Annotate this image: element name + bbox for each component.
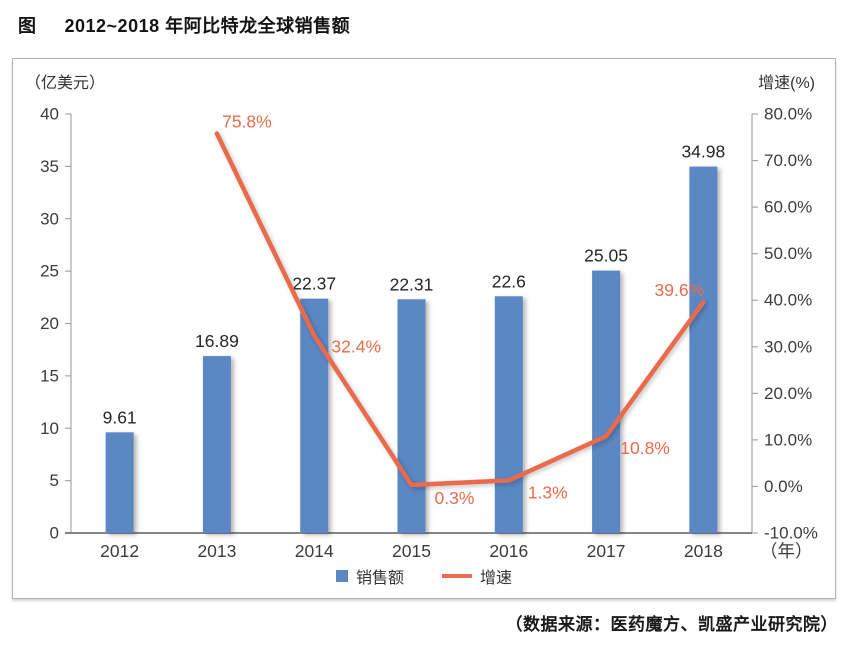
chart-panel: （亿美元） 增速(%) 0 5 10 15 20 25 30 35 40 -10.0% 0.0% 10… [12,58,836,599]
left-axis-tick-label: 30 [40,209,59,228]
right-axis-tick-label: 20.0% [764,384,812,403]
x-axis-label: 2017 [587,541,626,561]
growth-value-label: 0.3% [435,488,475,508]
sales-bar-value-label: 9.61 [103,407,137,427]
sales-bar-2016 [494,296,523,533]
growth-value-label: 39.6% [655,280,705,300]
growth-series-swatch-icon [442,574,472,578]
sales-bar-value-label: 16.89 [195,331,239,351]
left-axis-unit-label: （亿美元） [25,75,106,92]
left-axis-tick-label: 10 [40,419,59,438]
sales-bar-2015 [397,299,426,533]
sales-bar-value-label: 34.98 [681,142,725,162]
growth-value-label: 75.8% [222,112,272,132]
right-axis-tick-label: -10.0% [764,524,818,543]
sales-bar-value-label: 22.37 [292,274,336,294]
growth-line [214,131,706,488]
right-axis-tick-label: 60.0% [764,198,812,217]
right-axis-tick-label: 70.0% [764,151,812,170]
growth-value-label: 10.8% [620,438,670,458]
left-axis-tick-label: 25 [40,262,59,281]
sales-bar-value-label: 22.31 [390,274,434,294]
left-axis-tick-label: 5 [50,471,59,490]
sales-series-swatch-icon [335,570,348,582]
chart-plot: 0 5 10 15 20 25 30 35 40 -10.0% 0.0% 10.0% 20.0% 30.0… [40,105,818,562]
x-axis-label: 2018 [684,541,723,561]
left-axis-tick-label: 20 [40,314,59,333]
sales-bar-2018 [689,166,718,533]
figure-title: 图 2012~2018 年阿比特龙全球销售额 [18,12,350,38]
left-axis-tick-label: 0 [50,524,59,543]
legend: 销售额 增速 [13,564,835,588]
right-axis-tick-label: 50.0% [764,244,812,263]
x-axis-label: 2012 [100,541,139,561]
growth-value-label: 1.3% [528,482,568,502]
figure-label: 图 [18,16,37,36]
sales-bar-2013 [202,356,231,533]
sales-bar-value-label: 22.6 [492,271,526,291]
figure-title-text: 2012~2018 年阿比特龙全球销售额 [64,16,351,36]
right-axis-tick-label: 30.0% [764,337,812,356]
x-axis-label: 2016 [489,541,528,561]
left-axis-tick-label: 15 [40,366,59,385]
left-axis-tick-label: 40 [40,105,59,124]
legend-item-sales: 销售额 [335,564,404,588]
right-axis-tick-label: 10.0% [764,430,812,449]
x-axis-label: 2013 [197,541,236,561]
sales-bar-2017 [592,270,621,533]
right-axis-tick-label: 40.0% [764,291,812,310]
left-axis-tick-label: 35 [40,157,59,176]
growth-value-label: 32.4% [331,337,381,357]
data-source: （数据来源：医药魔方、凯盛产业研究院） [505,615,838,634]
x-axis-label: 2015 [392,541,431,561]
right-axis-unit-label: 增速(%) [758,75,815,92]
x-axis-label: 2014 [295,541,334,561]
sales-bar-2012 [105,432,134,533]
right-axis-tick-label: 0.0% [764,477,803,496]
sales-bar-value-label: 25.05 [584,246,628,266]
legend-item-growth: 增速 [442,564,512,588]
legend-growth-label: 增速 [480,570,513,587]
x-axis-unit-label: （年） [760,541,813,561]
legend-sales-label: 销售额 [355,570,404,587]
right-axis-tick-label: 80.0% [764,105,812,124]
